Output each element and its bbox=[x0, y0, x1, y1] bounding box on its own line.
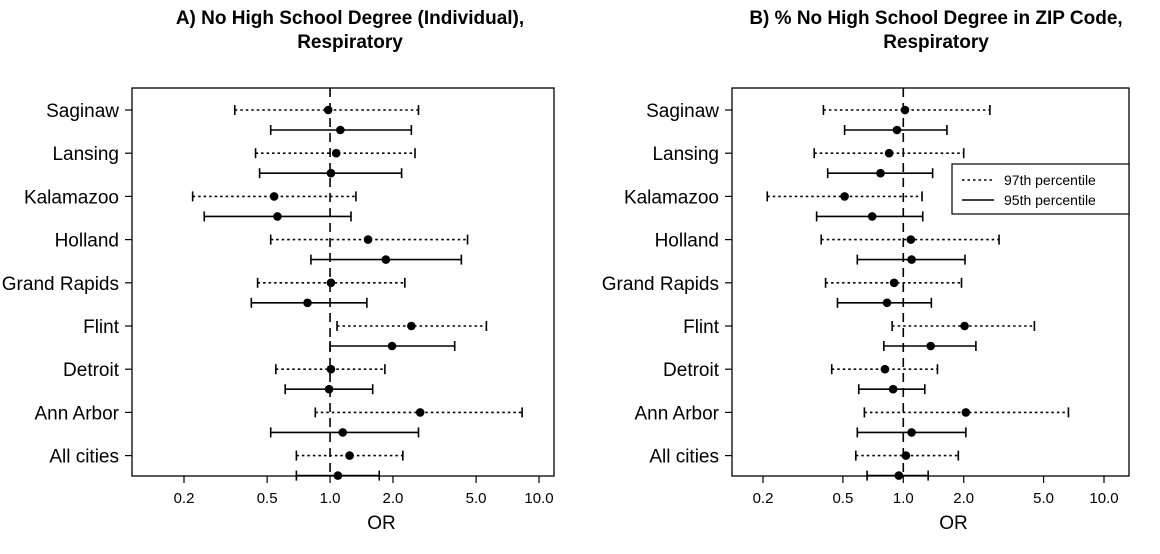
legend-label-97: 97th percentile bbox=[1004, 172, 1096, 188]
panel-a: A) No High School Degree (Individual), Re… bbox=[2, 8, 555, 534]
panel-a-category-label: Detroit bbox=[63, 360, 120, 381]
panel-b-ci-97-point-estimate bbox=[884, 148, 894, 158]
panel-b-title: B) % No High School Degree in ZIP Code, R… bbox=[749, 8, 1122, 53]
panel-b-ci-97-point-estimate bbox=[889, 278, 899, 288]
panel-b-ci-95-point-estimate bbox=[892, 125, 902, 135]
panel-b-title-line-1: B) % No High School Degree in ZIP Code, bbox=[749, 8, 1122, 29]
panel-b-ci-95-point-estimate bbox=[907, 255, 916, 264]
panel-b-title-line-2: Respiratory bbox=[883, 32, 989, 53]
panel-b-category-label: Detroit bbox=[663, 360, 720, 381]
panel-a-category-label: Kalamazoo bbox=[24, 187, 119, 208]
panel-b-ci-95-point-estimate bbox=[867, 212, 877, 221]
panel-a-category-label: Lansing bbox=[52, 144, 119, 165]
panel-a-x-tick-label: 1.0 bbox=[320, 490, 341, 507]
panel-b-ci-97-point-estimate bbox=[961, 408, 971, 417]
legend-label-95: 95th percentile bbox=[1004, 192, 1096, 208]
panel-b-ci-97-point-estimate bbox=[906, 235, 916, 244]
legend-box bbox=[951, 163, 1130, 215]
panel-b-category-label: Holland bbox=[655, 231, 719, 252]
panel-a-x-tick-label: 0.5 bbox=[257, 490, 278, 507]
panel-a-x-tick-label: 0.2 bbox=[174, 490, 195, 507]
panel-a-category-label: Holland bbox=[55, 231, 119, 252]
panel-b-ci-97-point-estimate bbox=[840, 192, 849, 201]
panel-b-ci-95-point-estimate bbox=[888, 384, 898, 394]
panel-b: B) % No High School Degree in ZIP Code, R… bbox=[602, 8, 1130, 534]
panel-a-category-label: Grand Rapids bbox=[2, 274, 119, 295]
panel-b-category-label: All cities bbox=[649, 447, 719, 468]
panel-a-x-axis-title: OR bbox=[367, 513, 396, 534]
panel-a-x-tick-label: 5.0 bbox=[466, 490, 487, 507]
panel-b-category-label: Lansing bbox=[652, 144, 719, 165]
panel-a-ci-97-point-estimate bbox=[345, 451, 354, 460]
panel-a-ci-95-point-estimate bbox=[303, 298, 312, 308]
panel-b-ci-95-point-estimate bbox=[894, 471, 904, 480]
panel-b-category-label: Saginaw bbox=[646, 101, 719, 122]
panel-a-ci-95-point-estimate bbox=[333, 471, 343, 480]
panel-a-ci-97-point-estimate bbox=[363, 235, 373, 244]
panel-b-ci-97-point-estimate bbox=[901, 451, 911, 460]
panel-a-ci-97-point-estimate bbox=[415, 408, 425, 417]
panel-a-ci-95-point-estimate bbox=[338, 428, 348, 437]
panel-a-ci-95-point-estimate bbox=[381, 255, 391, 264]
panel-b-x-axis-title: OR bbox=[939, 513, 968, 534]
panel-a-x-tick-label: 10.0 bbox=[524, 490, 553, 507]
panel-a-ci-97-point-estimate bbox=[326, 364, 336, 374]
panel-a-category-label: Ann Arbor bbox=[35, 403, 120, 424]
panel-b-category-label: Ann Arbor bbox=[635, 403, 720, 424]
panel-b-plot-frame bbox=[731, 87, 1130, 477]
panel-b-x-tick-label: 0.5 bbox=[832, 490, 853, 507]
panel-b-category-label: Kalamazoo bbox=[624, 187, 719, 208]
panel-a-x-tick-label: 2.0 bbox=[383, 490, 404, 507]
panel-a-title-line-1: A) No High School Degree (Individual), bbox=[176, 8, 524, 29]
panel-b-ci-95-point-estimate bbox=[882, 298, 892, 308]
panel-b-category-label: Flint bbox=[683, 317, 720, 338]
panel-b-ci-95-point-estimate bbox=[926, 341, 936, 351]
panel-a-ci-95-point-estimate bbox=[324, 384, 334, 394]
panel-b-x-tick-label: 0.2 bbox=[753, 490, 774, 507]
panel-b-ci-97-point-estimate bbox=[880, 364, 890, 374]
panel-a-ci-95-point-estimate bbox=[336, 125, 345, 135]
panel-a-plot-frame bbox=[131, 87, 555, 477]
panel-b-ci-97-point-estimate bbox=[900, 105, 910, 115]
panel-b-x-tick-label: 5.0 bbox=[1033, 490, 1054, 507]
panel-b-x-tick-label: 2.0 bbox=[953, 490, 974, 507]
panel-a-ci-95-point-estimate bbox=[387, 341, 397, 351]
panel-a-ci-97-point-estimate bbox=[323, 105, 333, 115]
panel-b-ci-95-point-estimate bbox=[907, 428, 916, 437]
panel-a-category-label: Flint bbox=[83, 317, 120, 338]
panel-a-title: A) No High School Degree (Individual), Re… bbox=[176, 8, 524, 53]
panel-a-ci-95-point-estimate bbox=[273, 212, 282, 221]
panel-a-ci-97-point-estimate bbox=[331, 148, 341, 158]
panel-a-ci-97-point-estimate bbox=[326, 278, 336, 288]
panel-a-ci-95-point-estimate bbox=[326, 168, 336, 178]
panel-b-ci-95-point-estimate bbox=[876, 168, 885, 178]
panel-a-ci-97-point-estimate bbox=[407, 321, 416, 331]
panel-b-ci-97-point-estimate bbox=[960, 321, 969, 331]
panel-a-ci-97-point-estimate bbox=[269, 192, 279, 201]
panel-a-category-label: All cities bbox=[49, 447, 119, 468]
panel-a-category-label: Saginaw bbox=[46, 101, 119, 122]
panel-a-title-line-2: Respiratory bbox=[297, 32, 403, 53]
panel-b-category-label: Grand Rapids bbox=[602, 274, 719, 295]
panel-b-x-tick-label: 10.0 bbox=[1089, 490, 1118, 507]
panel-b-x-tick-label: 1.0 bbox=[893, 490, 914, 507]
